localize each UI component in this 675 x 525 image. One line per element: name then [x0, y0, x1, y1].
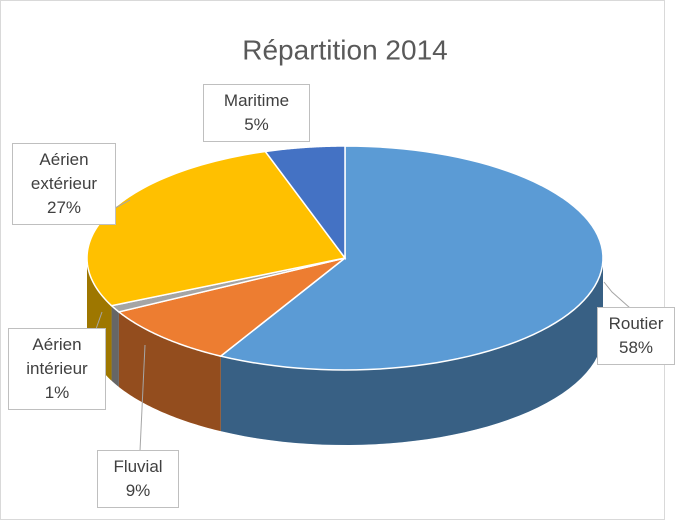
- slice-side-shade: [111, 305, 119, 387]
- data-label: Routier 58%: [597, 307, 675, 365]
- slice: [219, 145, 604, 371]
- slice-side-shade: [118, 311, 221, 432]
- category-label: Fluvial: [113, 457, 163, 476]
- leader-line: [603, 281, 631, 309]
- value-label: 1%: [44, 383, 70, 402]
- slice: [109, 257, 346, 313]
- slice-side: [220, 258, 603, 445]
- slice-side: [118, 311, 221, 432]
- slice-side: [111, 305, 119, 387]
- data-label: Maritime 5%: [203, 84, 310, 142]
- category-label: Maritime: [223, 91, 290, 110]
- slice: [117, 257, 346, 357]
- leader-line: [95, 311, 103, 330]
- category-label: Aérien extérieur: [30, 150, 98, 193]
- leader-lines: [95, 199, 631, 452]
- data-label: Fluvial 9%: [97, 450, 179, 508]
- leader-line: [139, 344, 146, 452]
- data-label: Aérien intérieur 1%: [8, 328, 106, 410]
- slice: [263, 145, 346, 261]
- leader-line: [114, 199, 131, 209]
- chart-title: Répartition 2014: [242, 34, 447, 65]
- category-label: Routier: [608, 314, 664, 333]
- category-label: Aérien intérieur: [26, 335, 88, 378]
- pie-tops: [86, 145, 604, 371]
- value-label: 5%: [244, 115, 269, 134]
- slice-side-shade: [220, 258, 603, 445]
- data-label: Aérien extérieur 27%: [12, 143, 116, 225]
- value-label: 27%: [46, 198, 82, 217]
- value-label: 58%: [618, 338, 654, 357]
- value-label: 9%: [125, 481, 151, 500]
